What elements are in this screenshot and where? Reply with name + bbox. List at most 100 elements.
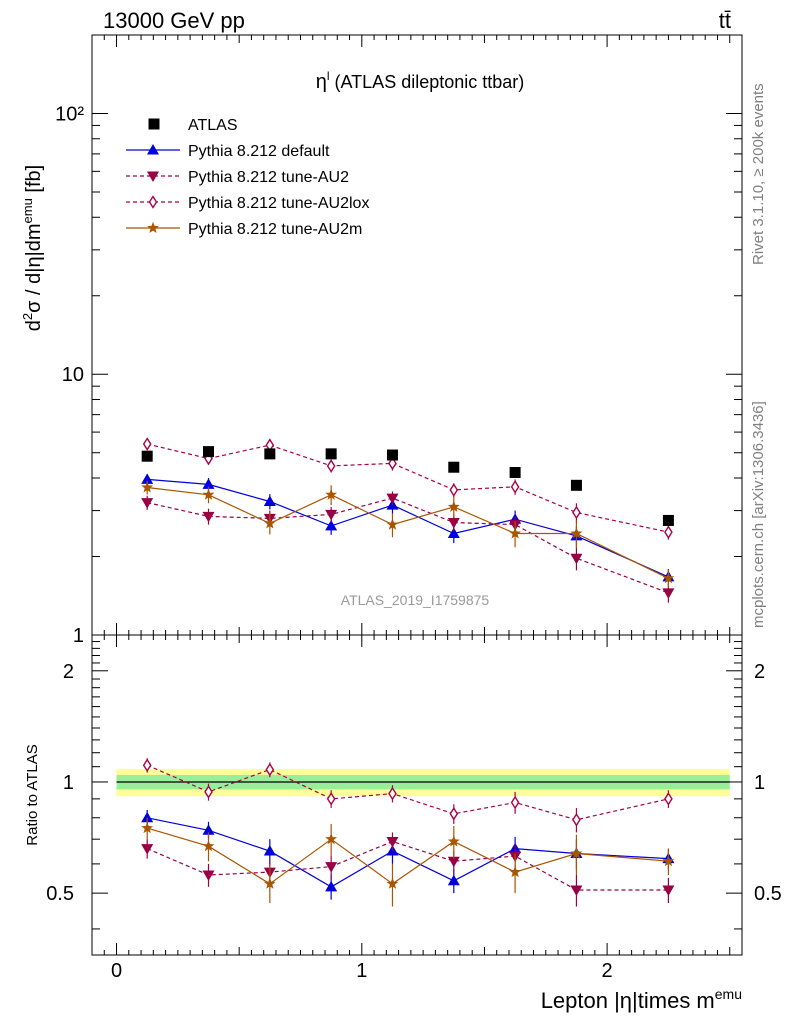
main-3-series (141, 480, 675, 588)
ticks-layer: 0 1 2 1 10 10² 0.5 0.5 1 1 2 2 (46, 34, 782, 982)
atlas-data-point (325, 448, 337, 460)
ratio-0-point (263, 845, 276, 856)
ratio-3-point (202, 840, 215, 852)
main-1-point (570, 553, 583, 565)
ratio-3-series (141, 817, 675, 907)
main-0-series (141, 473, 675, 586)
x-tick-label: 1 (356, 960, 367, 982)
main-3-point (447, 500, 460, 512)
main-2-point (326, 459, 336, 473)
main-0-point (325, 519, 338, 531)
ratio-3-point (570, 847, 583, 859)
ratio-2-point (265, 762, 275, 777)
main-1-point (202, 511, 215, 523)
main-2-point (510, 480, 520, 494)
ratio-0-point (202, 824, 215, 835)
ratio-2-point (326, 792, 336, 806)
main-3-point (570, 527, 583, 539)
atlas-data-point (264, 448, 276, 460)
main-3-point (202, 488, 215, 500)
legend-marker-atlas (148, 118, 160, 130)
main-3-point (386, 518, 399, 530)
main-1-line (147, 497, 669, 594)
main-2-line (147, 443, 669, 533)
main-0-point (141, 473, 154, 484)
legend-label-1: Pythia 8.212 tune-AU2 (188, 169, 349, 186)
ratio-1-point (202, 870, 215, 881)
legend-marker-2 (148, 195, 158, 209)
main-1-point (386, 493, 399, 505)
main-series-layer (141, 437, 675, 603)
legend-label-atlas: ATLAS (188, 117, 238, 134)
main-2-point (664, 525, 673, 539)
ratio-1-point (570, 885, 583, 896)
legend: ATLAS Pythia 8.212 default Pythia 8.212 tu… (126, 117, 369, 238)
legend-label-3: Pythia 8.212 tune-AU2m (188, 221, 362, 238)
ratio-band-layer (116, 768, 730, 797)
ratio-0-line (147, 817, 669, 888)
main-0-point (263, 495, 276, 507)
header-process: 13000 GeV pp (103, 8, 245, 33)
x-tick-label: 2 (602, 960, 613, 982)
main-2-point (142, 437, 152, 451)
y-tick-label-ratio: 1 (63, 772, 74, 794)
main-2-point (572, 505, 581, 520)
main-1-series (141, 491, 675, 603)
ratio-3-point (447, 835, 460, 847)
ratio-0-point (325, 880, 338, 892)
ratio-2-point (142, 758, 152, 773)
y-tick-label-main: 1 (73, 625, 84, 647)
main-3-point (141, 481, 154, 493)
main-0-point (202, 478, 215, 489)
ratio-1-line (146, 840, 669, 891)
y-axis-label: d2σ / d|η|dmemu [fb] (20, 165, 45, 331)
ratio-2-point (572, 812, 581, 827)
ratio-3-point (141, 821, 154, 834)
atlas-data-point (141, 450, 153, 462)
legend-marker-3 (147, 221, 159, 233)
main-3-line (147, 486, 669, 579)
rivet-version-label: Rivet 3.1.10, ≥ 200k events (750, 83, 767, 265)
atlas-data-point (570, 479, 582, 491)
y-tick-label-ratio-right: 1 (754, 772, 765, 794)
main-2-point (388, 456, 397, 471)
ratio-2-point (510, 795, 520, 810)
main-3-point (325, 488, 337, 500)
ratio-0-point (447, 874, 460, 886)
main-1-point (447, 518, 460, 529)
main-0-line (147, 478, 669, 578)
ratio-3-point (325, 833, 337, 845)
atlas-data-point (386, 449, 398, 461)
y-tick-label-ratio: 2 (63, 661, 74, 683)
ratio-1-series (141, 832, 675, 907)
atlas-data-point (509, 466, 521, 478)
ratio-1-point (325, 862, 338, 873)
ratio-2-point (664, 792, 673, 806)
y-tick-label-ratio-right: 0.5 (754, 883, 782, 905)
y-tick-label-ratio-right: 2 (754, 661, 765, 683)
main-3-point (263, 517, 276, 529)
main-3-point (662, 572, 675, 584)
mcplots-label: mcplots.cern.ch [arXiv:1306.3436] (750, 401, 767, 628)
atlas-data-point (448, 461, 460, 473)
header-final-state: tt̄ (719, 8, 731, 33)
main-1-point (662, 588, 675, 599)
main-2-series (142, 437, 673, 540)
analysis-watermark: ATLAS_2019_I1759875 (341, 592, 490, 608)
legend-label-0: Pythia 8.212 default (188, 143, 330, 160)
ratio-1-point (386, 836, 399, 848)
ratio-2-point (204, 785, 213, 799)
legend-marker-0 (147, 144, 159, 155)
legend-marker-1 (147, 171, 159, 182)
ratio-0-point (141, 811, 154, 823)
atlas-data-point (662, 514, 674, 526)
legend-label-2: Pythia 8.212 tune-AU2lox (188, 195, 369, 212)
ratio-3-point (509, 865, 521, 878)
ratio-3-point (662, 855, 675, 867)
y-tick-label-ratio: 0.5 (46, 883, 74, 905)
y-tick-label-main: 10 (62, 364, 84, 386)
main-1-point (325, 509, 338, 521)
ratio-1-point (662, 885, 675, 896)
ratio-1-point (141, 844, 154, 855)
